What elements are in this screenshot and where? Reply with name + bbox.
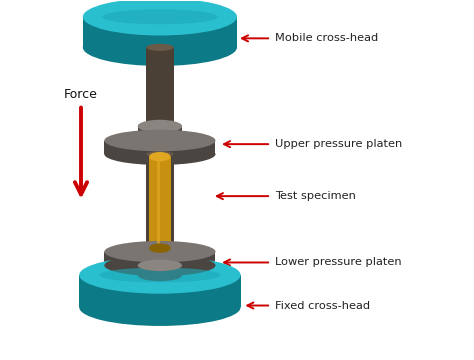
Bar	[157, 157, 160, 248]
Bar	[104, 140, 216, 154]
Ellipse shape	[137, 260, 182, 271]
Text: Upper pressure platen: Upper pressure platen	[274, 139, 402, 149]
Ellipse shape	[104, 130, 216, 151]
Ellipse shape	[104, 255, 216, 276]
Ellipse shape	[149, 152, 171, 161]
Ellipse shape	[146, 151, 173, 157]
Bar	[146, 154, 173, 253]
Ellipse shape	[146, 128, 173, 135]
Bar	[137, 126, 182, 142]
Ellipse shape	[100, 267, 220, 283]
Ellipse shape	[149, 243, 171, 253]
Bar	[104, 252, 216, 265]
Text: Test specimen: Test specimen	[274, 191, 356, 201]
Ellipse shape	[83, 0, 237, 36]
Ellipse shape	[79, 289, 241, 326]
Ellipse shape	[102, 9, 218, 24]
Bar	[83, 17, 237, 47]
Ellipse shape	[83, 29, 237, 66]
Text: Fixed cross-head: Fixed cross-head	[274, 301, 370, 311]
Ellipse shape	[137, 136, 182, 149]
Ellipse shape	[79, 256, 241, 294]
Ellipse shape	[137, 120, 182, 133]
Bar	[79, 275, 241, 307]
Ellipse shape	[104, 241, 216, 262]
Ellipse shape	[146, 251, 173, 256]
Text: Lower pressure platen: Lower pressure platen	[274, 257, 401, 267]
Text: Mobile cross-head: Mobile cross-head	[274, 33, 378, 43]
Bar	[146, 47, 173, 132]
Ellipse shape	[104, 143, 216, 165]
Ellipse shape	[146, 44, 173, 51]
Ellipse shape	[137, 270, 182, 281]
Bar	[149, 157, 171, 248]
Bar	[137, 265, 182, 275]
Text: Force: Force	[64, 88, 98, 101]
